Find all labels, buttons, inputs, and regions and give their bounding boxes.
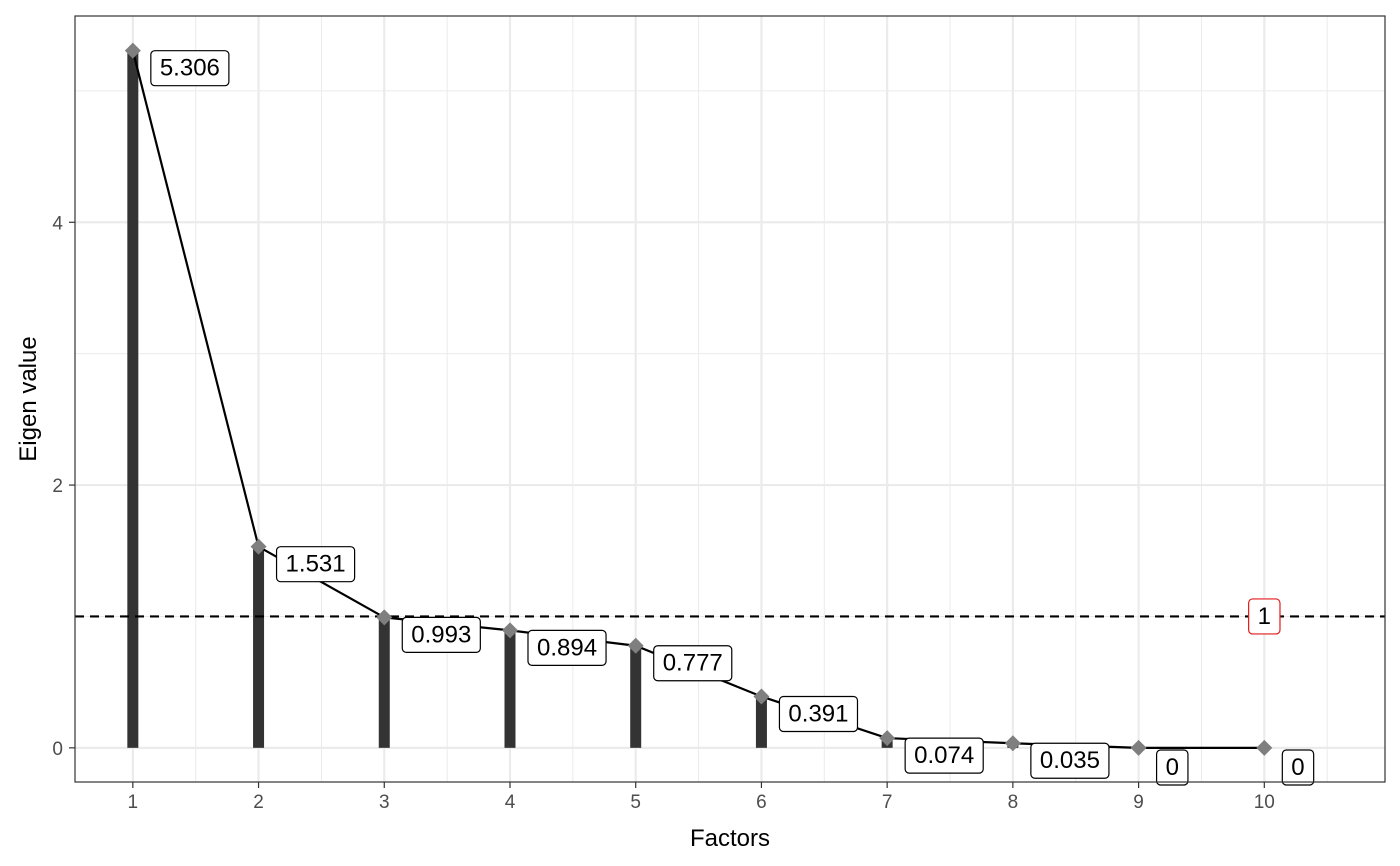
value-label-factor-2-box <box>275 546 356 583</box>
x-tick-label: 4 <box>505 792 516 813</box>
point-factor-4 <box>501 622 518 639</box>
grid <box>75 16 1385 782</box>
value-label-factor-8-box <box>1030 742 1110 779</box>
x-tick-label: 1 <box>128 792 139 813</box>
x-axis-title: Factors <box>690 825 770 852</box>
point-factor-6 <box>753 688 770 705</box>
data-labels: 5.306 1.531 0.993 0.894 0.777 0.391 0.074 0.035… <box>150 50 1315 786</box>
y-tick-label: 0 <box>52 739 63 760</box>
x-tick-label: 2 <box>253 792 264 813</box>
x-tick-label: 9 <box>1133 792 1144 813</box>
point-factor-8 <box>1004 735 1021 752</box>
reference-line-label: 1 <box>1258 603 1271 630</box>
y-tick-label: 4 <box>52 213 63 234</box>
value-label-factor-9: 0 <box>1166 754 1179 781</box>
point-factor-9 <box>1130 739 1147 756</box>
x-tick-label: 10 <box>1254 792 1275 813</box>
point-factor-2 <box>250 538 267 555</box>
x-tick-label: 3 <box>379 792 390 813</box>
plot-panel-border <box>74 15 1386 783</box>
x-tick-label: 7 <box>882 792 893 813</box>
value-label-factor-3-box <box>401 616 481 653</box>
value-label-factor-7-box <box>904 737 984 774</box>
bar-factor-6 <box>755 696 767 748</box>
value-label-factor-5: 0.777 <box>663 650 723 677</box>
point-factor-5 <box>627 637 644 654</box>
bar-factor-3 <box>378 617 390 748</box>
x-tick-label: 6 <box>756 792 767 813</box>
point-factor-7 <box>879 730 896 747</box>
bar-factor-5 <box>630 645 642 748</box>
bar-factor-4 <box>504 630 516 748</box>
point-factor-10 <box>1256 739 1273 756</box>
reference-line-label-box <box>1248 598 1281 635</box>
value-label-factor-5-box <box>653 645 733 682</box>
value-label-factor-7: 0.074 <box>914 742 974 769</box>
bar-factor-2 <box>253 546 265 748</box>
y-axis-title: Eigen value <box>15 336 42 461</box>
value-label-factor-1: 5.306 <box>160 55 220 82</box>
value-label-factor-9-box <box>1155 749 1189 786</box>
value-label-factor-1-box <box>150 50 230 87</box>
x-tick-label: 8 <box>1008 792 1019 813</box>
value-label-factor-6-box <box>778 695 859 733</box>
value-label-factor-3: 0.993 <box>411 621 471 648</box>
bar-factor-1 <box>127 50 139 748</box>
value-label-factor-2: 1.531 <box>286 551 346 578</box>
x-tick-label: 5 <box>630 792 641 813</box>
value-label-factor-6: 0.391 <box>788 700 848 727</box>
y-tick-label: 2 <box>52 476 63 497</box>
point-factor-1 <box>124 42 141 59</box>
value-label-factor-8: 0.035 <box>1040 747 1100 774</box>
value-label-factor-4: 0.894 <box>537 634 597 661</box>
value-label-factor-10-box <box>1281 749 1315 786</box>
point-factor-3 <box>376 609 393 626</box>
value-label-factor-4-box <box>527 629 607 666</box>
value-label-factor-10: 0 <box>1291 754 1304 781</box>
points <box>124 42 1273 756</box>
